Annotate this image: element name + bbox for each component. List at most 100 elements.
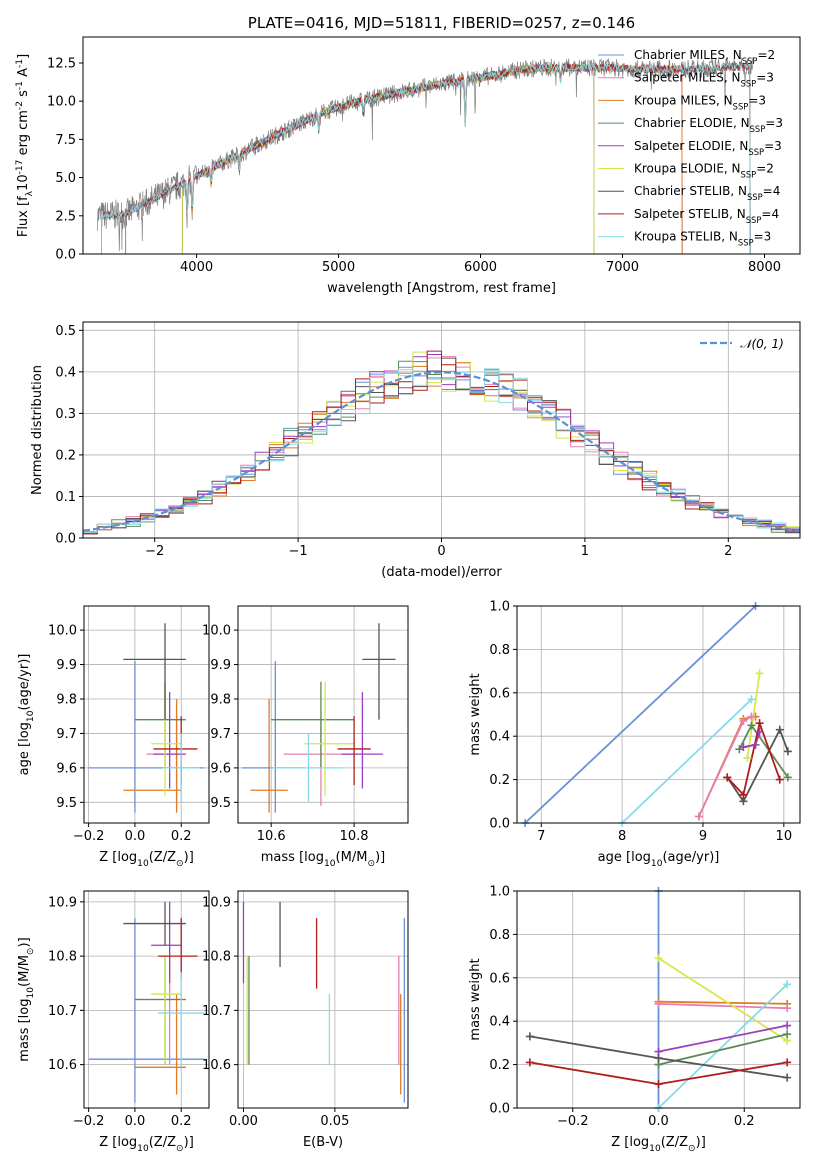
- data-point-marker: [751, 740, 760, 749]
- plot-area: [88, 901, 205, 1103]
- data-point-marker: [755, 669, 764, 678]
- y-tick-label: 10.8: [48, 950, 77, 965]
- x-axis-label: Z [log10(Z/Z⊙)]: [99, 1135, 194, 1154]
- x-tick-label: 10.6: [257, 829, 286, 844]
- y-tick-label: 9.7: [210, 727, 231, 742]
- y-tick-label: 9.6: [56, 761, 77, 776]
- y-tick-label: 9.8: [210, 693, 231, 708]
- axes-frame: [237, 890, 409, 1109]
- y-tick-label: 0.2: [55, 448, 76, 463]
- data-point-marker: [654, 1054, 663, 1063]
- data-point-marker: [739, 743, 748, 752]
- mass-weight-line: [726, 719, 781, 797]
- x-tick-label: 8: [618, 829, 626, 844]
- x-tick-label: 0: [437, 544, 445, 559]
- data-point-marker: [525, 1058, 534, 1067]
- x-tick-label: 7: [537, 829, 545, 844]
- data-point-marker: [783, 1030, 792, 1039]
- plot-area: [242, 901, 405, 1103]
- plot-area: [96, 57, 754, 254]
- data-point-marker: [654, 954, 663, 963]
- axes-frame: [82, 321, 801, 539]
- y-tick-label: 10.9: [202, 895, 231, 910]
- y-tick-label: 9.6: [210, 761, 231, 776]
- x-tick-label: 0.00: [229, 1114, 258, 1129]
- y-tick-label: 10.7: [48, 1004, 77, 1019]
- x-tick-label: 0.2: [734, 1114, 755, 1129]
- chart-mass-vs-Z: −0.2 0.0 0.2 10.6 10.7 10.8 10.9 Z [log10(Z/Z⊙)…: [17, 890, 210, 1154]
- y-tick-label: 9.9: [210, 658, 231, 673]
- x-tick-label: 4000: [180, 260, 213, 275]
- y-tick-label: 12.5: [47, 56, 76, 71]
- data-point-marker: [735, 745, 744, 754]
- x-tick-label: 0.2: [171, 1114, 192, 1129]
- x-tick-label: −0.2: [73, 829, 105, 844]
- y-axis-label: age [log10(age/yr)]: [17, 654, 36, 776]
- legend-label: Salpeter STELIB, NSSP=4: [634, 207, 779, 225]
- data-point-marker: [783, 773, 792, 782]
- y-tick-label: 1.0: [489, 885, 510, 900]
- axes-frame: [83, 890, 210, 1109]
- x-tick-label: −1: [289, 544, 308, 559]
- y-tick-label: 0.0: [489, 1102, 510, 1117]
- y-axis-label: mass weight: [468, 958, 483, 1040]
- y-tick-label: 5.0: [55, 171, 76, 186]
- data-point-marker: [783, 1004, 792, 1013]
- x-axis-label: (data-model)/error: [381, 565, 502, 580]
- x-axis-label: wavelength [Angstrom, rest frame]: [327, 281, 556, 296]
- data-point-marker: [783, 1021, 792, 1030]
- y-tick-label: 0.6: [489, 686, 510, 701]
- data-point-marker: [654, 999, 663, 1008]
- y-tick-label: 2.5: [55, 209, 76, 224]
- y-tick-label: 10.0: [202, 624, 231, 639]
- plot-area: [83, 350, 800, 537]
- y-tick-label: 10.6: [48, 1058, 77, 1073]
- y-tick-label: 0.3: [55, 407, 76, 422]
- chart-age-vs-Z: −0.2 0.0 0.2 9.5 9.6 9.7 9.8 9.9 10.0 Z [log10(Z/…: [17, 605, 210, 869]
- x-tick-label: 0.0: [125, 1114, 146, 1129]
- y-tick-label: 9.9: [56, 658, 77, 673]
- y-tick-label: 0.6: [489, 971, 510, 986]
- axes-frame: [83, 605, 210, 824]
- legend-label: Chabrier ELODIE, NSSP=3: [634, 116, 783, 134]
- x-tick-label: 10: [776, 829, 793, 844]
- chart-massweight-vs-Z: −0.2 0.0 0.2 0.0 0.2 0.4 0.6 0.8 1.0 Z [log10(Z/Z…: [468, 885, 801, 1154]
- data-point-marker: [694, 812, 703, 821]
- chart-mass-vs-ebv: 0.00 0.05 10.6 10.7 10.8 10.9 E(B-V): [202, 890, 409, 1150]
- y-tick-label: 9.8: [56, 693, 77, 708]
- legend-label: Salpeter ELODIE, NSSP=3: [634, 139, 782, 157]
- chart-spectrum: 4000 5000 6000 7000 8000 0.0 2.5 5.0 7.5 10.0 12.5…: [15, 14, 801, 296]
- y-axis-label: mass [log10(M/M⊙)]: [17, 937, 36, 1061]
- y-tick-label: 0.2: [489, 773, 510, 788]
- chart-massweight-vs-age: 7 8 9 10 0.0 0.2 0.4 0.6 0.8 1.0 age [log10(age/yr…: [468, 600, 801, 869]
- x-axis-label: E(B-V): [303, 1135, 343, 1150]
- y-tick-label: 10.0: [47, 95, 76, 110]
- y-tick-label: 10.9: [48, 895, 77, 910]
- data-point-marker: [747, 721, 756, 730]
- mass-weight-line: [658, 1024, 788, 1053]
- axes-frame: [516, 605, 801, 824]
- y-tick-label: 10.7: [202, 1004, 231, 1019]
- y-tick-label: 10.6: [202, 1058, 231, 1073]
- x-tick-label: −0.2: [557, 1114, 589, 1129]
- y-tick-label: 0.1: [55, 490, 76, 505]
- data-point-marker: [755, 719, 764, 728]
- x-tick-label: 0.2: [171, 829, 192, 844]
- mass-weight-line: [658, 1000, 788, 1005]
- y-tick-label: 0.0: [55, 248, 76, 263]
- y-tick-label: 10.8: [202, 950, 231, 965]
- x-tick-label: −0.2: [73, 1114, 105, 1129]
- plot-area: [88, 623, 205, 813]
- mass-weight-line: [658, 1033, 788, 1066]
- y-axis-label: Flux [fλ10-17 erg cm-2 s-1 A-1]: [15, 54, 35, 237]
- x-tick-label: 1: [581, 544, 589, 559]
- x-axis-label: Z [log10(Z/Z⊙)]: [611, 1135, 706, 1154]
- mass-weight-line: [621, 698, 753, 823]
- y-tick-label: 0.8: [489, 643, 510, 658]
- chart-residuals: −2 −1 0 1 2 0.0 0.1 0.2 0.3 0.4 0.5 (data-model)/er…: [30, 321, 801, 580]
- x-tick-label: 0.05: [320, 1114, 349, 1129]
- y-tick-label: 9.7: [56, 727, 77, 742]
- x-axis-label: Z [log10(Z/Z⊙)]: [99, 850, 194, 869]
- gaussian-curve: [83, 371, 800, 532]
- y-tick-label: 7.5: [55, 133, 76, 148]
